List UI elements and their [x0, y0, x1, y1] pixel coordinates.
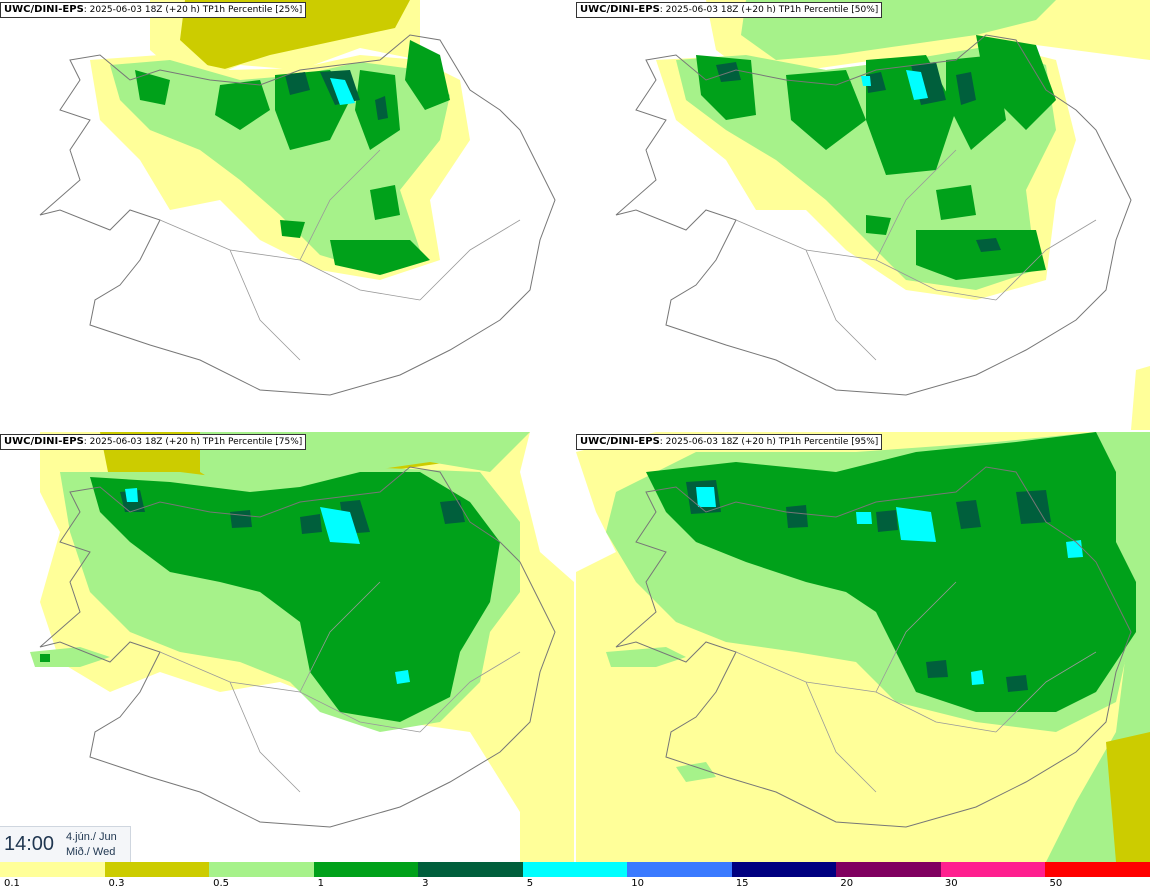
panel-title-p95: UWC/DINI-EPS: 2025-06-03 18Z (+20 h) TP1… — [576, 434, 883, 450]
precip-map-p75 — [30, 432, 574, 862]
run-time: 2025-06-03 18Z (+20 h) — [665, 437, 776, 447]
legend-label: 50 — [1049, 878, 1063, 889]
legend-swatch — [522, 862, 629, 877]
map-panel-p95 — [576, 432, 1150, 862]
legend-swatch — [731, 862, 838, 877]
panel-divider-horizontal — [0, 430, 1150, 432]
product-name: TP1h Percentile [75%] — [202, 437, 303, 447]
legend-swatch — [418, 862, 524, 877]
panel-title-p25: UWC/DINI-EPS: 2025-06-03 18Z (+20 h) TP1… — [0, 2, 307, 18]
legend-swatch — [0, 862, 106, 877]
run-time: 2025-06-03 18Z (+20 h) — [89, 5, 200, 15]
panel-title-p50: UWC/DINI-EPS: 2025-06-03 18Z (+20 h) TP1… — [576, 2, 883, 18]
run-time: 2025-06-03 18Z (+20 h) — [89, 437, 200, 447]
map-panel-p75 — [0, 432, 574, 862]
valid-time-box: 14:00 4.jún./ Jun Mið./ Wed — [0, 826, 131, 863]
legend-label: 0.1 — [4, 878, 20, 889]
legend-label: 15 — [735, 878, 749, 889]
legend-swatch — [313, 862, 420, 877]
valid-weekday: Mið./ Wed — [66, 846, 116, 858]
model-name: UWC/DINI-EPS — [4, 436, 84, 447]
legend-swatch — [209, 862, 315, 877]
legend-swatch — [836, 862, 942, 877]
valid-hour: 14:00 — [4, 833, 55, 855]
legend-label: 3 — [422, 878, 429, 889]
legend-swatch — [627, 862, 733, 877]
model-name: UWC/DINI-EPS — [4, 4, 84, 15]
legend-label: 0.5 — [213, 878, 229, 889]
legend-label: 10 — [631, 878, 644, 889]
legend-swatch — [104, 862, 211, 877]
precip-map-p50 — [615, 0, 1150, 430]
valid-date: 4.jún./ Jun — [66, 831, 117, 843]
product-name: TP1h Percentile [25%] — [202, 5, 303, 15]
precip-map-p25 — [39, 0, 556, 396]
legend-label: 1 — [317, 878, 324, 889]
legend-label: 30 — [944, 878, 958, 889]
product-name: TP1h Percentile [50%] — [778, 5, 879, 15]
run-time: 2025-06-03 18Z (+20 h) — [665, 5, 776, 15]
legend-label: 0.3 — [108, 878, 125, 889]
panel-title-p75: UWC/DINI-EPS: 2025-06-03 18Z (+20 h) TP1… — [0, 434, 307, 450]
precip-map-p95 — [576, 432, 1150, 862]
model-name: UWC/DINI-EPS — [580, 436, 660, 447]
color-legend: 0.1 0.3 0.5 1 3 5 10 15 20 30 50 — [0, 862, 1150, 891]
legend-swatch — [1045, 862, 1150, 877]
map-panel-p50 — [576, 0, 1150, 430]
map-panel-p25 — [0, 0, 574, 430]
legend-swatch — [940, 862, 1047, 877]
model-name: UWC/DINI-EPS — [580, 4, 660, 15]
legend-label: 5 — [526, 878, 534, 889]
legend-label: 20 — [840, 878, 854, 889]
product-name: TP1h Percentile [95%] — [778, 437, 879, 447]
